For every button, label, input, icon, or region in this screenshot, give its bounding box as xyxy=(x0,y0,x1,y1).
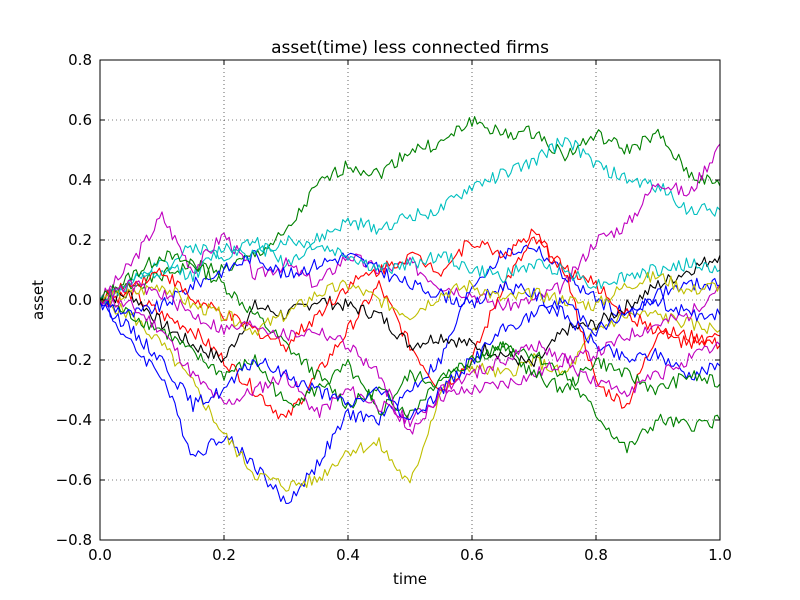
x-tick-label: 0.2 xyxy=(212,546,236,564)
series-line-1 xyxy=(100,116,720,301)
chart-title: asset(time) less connected firms xyxy=(271,38,549,58)
series-line-16 xyxy=(100,280,720,435)
y-tick-label: 0.4 xyxy=(68,171,92,189)
y-tick-label: −0.4 xyxy=(56,411,92,429)
series-line-9 xyxy=(100,250,720,381)
y-tick-label: −0.6 xyxy=(56,471,92,489)
series-line-6 xyxy=(100,236,720,420)
series-line-7 xyxy=(100,254,720,368)
x-tick-label: 1.0 xyxy=(708,546,732,564)
y-tick-label: −0.8 xyxy=(56,531,92,549)
series-line-13 xyxy=(100,250,720,419)
y-tick-label: 0.8 xyxy=(68,51,92,69)
series-line-14 xyxy=(100,271,720,336)
series-line-11 xyxy=(100,284,720,428)
series-line-8 xyxy=(100,296,720,454)
y-tick-label: −0.2 xyxy=(56,351,92,369)
axis-ticks: 0.0 0.2 0.4 0.6 0.8 1.0 −0.8 −0.6 −0.4 −0.2 0.0 0.2… xyxy=(56,51,732,564)
x-tick-label: 0.8 xyxy=(584,546,608,564)
x-tick-label: 0.0 xyxy=(88,546,112,564)
series-line-3 xyxy=(100,143,720,312)
series-line-5 xyxy=(100,295,720,492)
series-lines xyxy=(100,116,720,505)
x-axis-label: time xyxy=(393,570,427,588)
series-line-12 xyxy=(100,235,720,304)
series-line-10 xyxy=(100,228,720,353)
x-tick-label: 0.4 xyxy=(336,546,360,564)
y-axis-label: asset xyxy=(29,280,47,320)
y-tick-label: 0.6 xyxy=(68,111,92,129)
series-line-2 xyxy=(100,137,720,303)
y-tick-label: 0.2 xyxy=(68,231,92,249)
x-tick-label: 0.6 xyxy=(460,546,484,564)
series-line-15 xyxy=(100,296,720,421)
y-tick-label: 0.0 xyxy=(68,291,92,309)
